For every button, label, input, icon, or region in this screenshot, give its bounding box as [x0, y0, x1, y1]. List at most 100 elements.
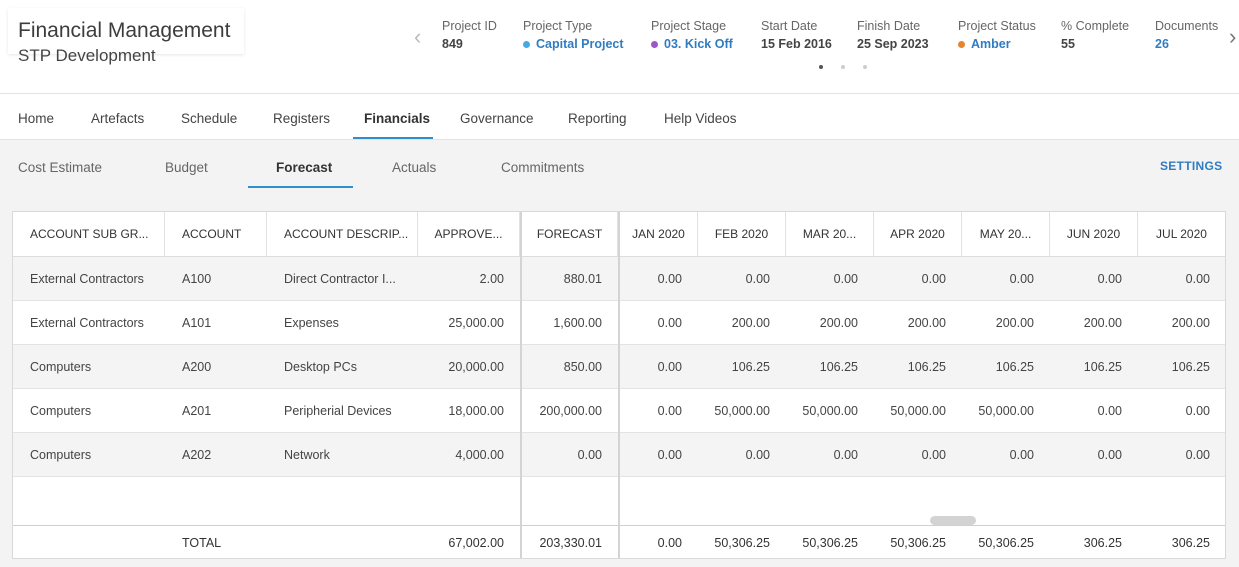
grid-cell[interactable]: 200.00: [731, 315, 770, 330]
grid-cell[interactable]: Peripherial Devices: [284, 403, 392, 418]
pager-dot[interactable]: [819, 65, 823, 69]
col-account-sub-group-header[interactable]: ACCOUNT SUB GR...: [13, 212, 165, 256]
grid-cell[interactable]: 0.00: [657, 535, 682, 550]
grid-cell[interactable]: A101: [182, 315, 212, 330]
grid-cell[interactable]: 306.25: [1171, 535, 1210, 550]
grid-cell[interactable]: 0.00: [657, 403, 682, 418]
grid-cell[interactable]: 0.00: [657, 271, 682, 286]
grid-cell[interactable]: 25,000.00: [448, 315, 504, 330]
subtab-forecast[interactable]: Forecast: [276, 160, 333, 175]
project-type-value[interactable]: Capital Project: [523, 37, 624, 51]
grid-cell[interactable]: 0.00: [745, 271, 770, 286]
grid-cell[interactable]: A200: [182, 359, 212, 374]
grid-cell[interactable]: Expenses: [284, 315, 339, 330]
grid-cell[interactable]: 0.00: [745, 447, 770, 462]
tab-artefacts[interactable]: Artefacts: [91, 111, 145, 126]
grid-cell[interactable]: 0.00: [1097, 447, 1122, 462]
grid-cell[interactable]: 20,000.00: [448, 359, 504, 374]
grid-cell[interactable]: 0.00: [1185, 403, 1210, 418]
tab-schedule[interactable]: Schedule: [181, 111, 238, 126]
grid-cell[interactable]: 2.00: [479, 271, 504, 286]
col-apr-2020-header[interactable]: APR 2020: [874, 212, 962, 256]
grid-cell[interactable]: 50,000.00: [978, 403, 1034, 418]
col-account-description-header[interactable]: ACCOUNT DESCRIP...: [267, 212, 418, 256]
tab-reporting[interactable]: Reporting: [568, 111, 627, 126]
col-jan-2020-header[interactable]: JAN 2020: [620, 212, 698, 256]
grid-cell[interactable]: 50,000.00: [714, 403, 770, 418]
grid-cell[interactable]: 0.00: [1009, 447, 1034, 462]
grid-cell[interactable]: 0.00: [921, 271, 946, 286]
subtab-commitments[interactable]: Commitments: [501, 160, 585, 175]
grid-cell[interactable]: 106.25: [819, 359, 858, 374]
grid-cell[interactable]: A202: [182, 447, 212, 462]
subtab-actuals[interactable]: Actuals: [392, 160, 437, 175]
grid-cell[interactable]: A201: [182, 403, 212, 418]
grid-cell[interactable]: TOTAL: [182, 535, 222, 550]
grid-cell[interactable]: 200.00: [907, 315, 946, 330]
grid-cell[interactable]: 106.25: [731, 359, 770, 374]
grid-cell[interactable]: 1,600.00: [553, 315, 602, 330]
grid-cell[interactable]: 203,330.01: [539, 535, 602, 550]
col-jul-2020-header[interactable]: JUL 2020: [1138, 212, 1225, 256]
grid-cell[interactable]: 0.00: [657, 447, 682, 462]
grid-cell[interactable]: 0.00: [833, 271, 858, 286]
col-feb-2020-header[interactable]: FEB 2020: [698, 212, 786, 256]
grid-cell[interactable]: 0.00: [1097, 271, 1122, 286]
grid-cell[interactable]: 0.00: [1009, 271, 1034, 286]
tab-governance[interactable]: Governance: [460, 111, 534, 126]
chevron-left-icon[interactable]: ‹: [414, 24, 422, 49]
pager-dot[interactable]: [841, 65, 845, 69]
col-account-header[interactable]: ACCOUNT: [165, 212, 267, 256]
grid-cell[interactable]: Direct Contractor I...: [284, 271, 396, 286]
project-status-value[interactable]: Amber: [958, 37, 1036, 51]
grid-cell[interactable]: 106.25: [1083, 359, 1122, 374]
col-approved-header[interactable]: APPROVE...: [418, 212, 520, 256]
grid-cell[interactable]: 0.00: [577, 447, 602, 462]
chevron-right-icon[interactable]: ›: [1229, 24, 1237, 49]
grid-cell[interactable]: 50,306.25: [802, 535, 858, 550]
project-stage-value[interactable]: 03. Kick Off: [651, 37, 733, 51]
tab-home[interactable]: Home: [18, 111, 55, 126]
grid-cell[interactable]: 106.25: [907, 359, 946, 374]
grid-cell[interactable]: 50,000.00: [890, 403, 946, 418]
grid-cell[interactable]: External Contractors: [30, 315, 144, 330]
grid-cell[interactable]: 850.00: [563, 359, 602, 374]
col-jun-2020-header[interactable]: JUN 2020: [1050, 212, 1138, 256]
grid-cell[interactable]: 0.00: [1185, 271, 1210, 286]
grid-cell[interactable]: 200.00: [1083, 315, 1122, 330]
grid-cell[interactable]: Computers: [30, 403, 92, 418]
grid-cell[interactable]: 0.00: [657, 359, 682, 374]
grid-cell[interactable]: 0.00: [921, 447, 946, 462]
grid-cell[interactable]: External Contractors: [30, 271, 144, 286]
grid-cell[interactable]: 200.00: [1171, 315, 1210, 330]
horizontal-scrollbar[interactable]: [930, 516, 976, 525]
grid-cell[interactable]: 200.00: [995, 315, 1034, 330]
grid-cell[interactable]: 106.25: [1171, 359, 1210, 374]
grid-cell[interactable]: 200,000.00: [539, 403, 602, 418]
grid-cell[interactable]: 4,000.00: [455, 447, 504, 462]
col-forecast-header[interactable]: FORECAST: [522, 212, 618, 256]
grid-cell[interactable]: [267, 526, 418, 558]
grid-cell[interactable]: 50,000.00: [802, 403, 858, 418]
subtab-budget[interactable]: Budget: [165, 160, 208, 175]
settings-button[interactable]: SETTINGS: [1160, 159, 1223, 173]
grid-cell[interactable]: 0.00: [1097, 403, 1122, 418]
tab-registers[interactable]: Registers: [273, 111, 331, 126]
subtab-cost-estimate[interactable]: Cost Estimate: [18, 160, 103, 175]
grid-cell[interactable]: 18,000.00: [448, 403, 504, 418]
grid-cell[interactable]: Computers: [30, 447, 92, 462]
grid-cell[interactable]: 200.00: [819, 315, 858, 330]
grid-cell[interactable]: 880.01: [563, 271, 602, 286]
col-may-2020-header[interactable]: MAY 20...: [962, 212, 1050, 256]
grid-cell[interactable]: 106.25: [995, 359, 1034, 374]
grid-cell[interactable]: Computers: [30, 359, 92, 374]
grid-cell[interactable]: Network: [284, 447, 330, 462]
grid-cell[interactable]: 50,306.25: [978, 535, 1034, 550]
col-mar-2020-header[interactable]: MAR 20...: [786, 212, 874, 256]
documents-value[interactable]: 26: [1155, 37, 1169, 51]
grid-cell[interactable]: Desktop PCs: [284, 359, 357, 374]
grid-cell[interactable]: 0.00: [833, 447, 858, 462]
tab-help-videos[interactable]: Help Videos: [664, 111, 737, 126]
grid-cell[interactable]: 67,002.00: [448, 535, 504, 550]
grid-cell[interactable]: 0.00: [1185, 447, 1210, 462]
